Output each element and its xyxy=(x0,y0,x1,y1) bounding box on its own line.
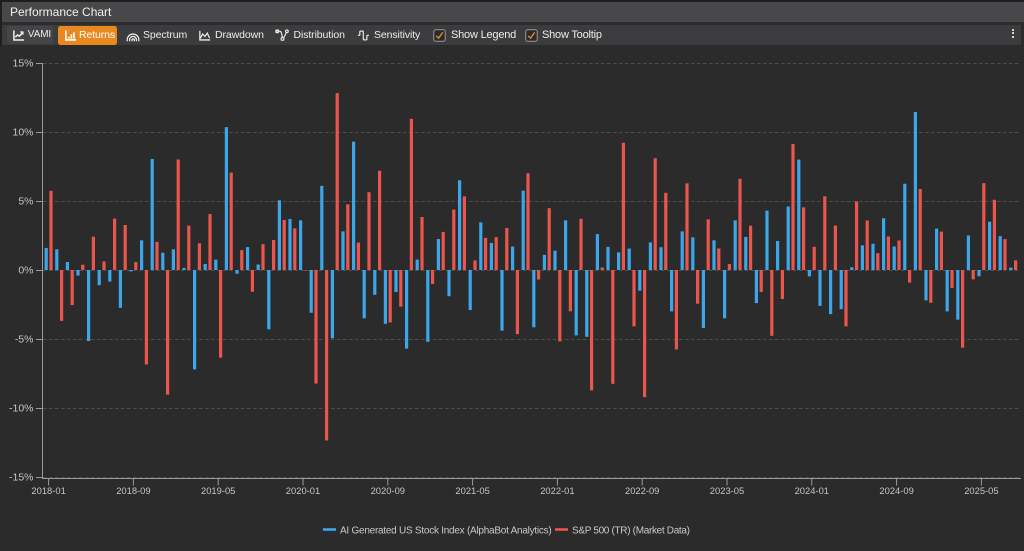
svg-text:2024-09: 2024-09 xyxy=(879,485,913,496)
svg-text:2022-09: 2022-09 xyxy=(625,485,659,496)
svg-text:2020-09: 2020-09 xyxy=(371,485,405,496)
svg-text:2018-09: 2018-09 xyxy=(116,485,150,496)
svg-text:0%: 0% xyxy=(18,265,33,277)
svg-text:-15%: -15% xyxy=(9,472,34,484)
svg-text:10%: 10% xyxy=(12,127,33,139)
svg-text:-5%: -5% xyxy=(15,334,34,346)
svg-text:2018-01: 2018-01 xyxy=(31,485,65,496)
svg-text:2024-01: 2024-01 xyxy=(795,485,829,496)
svg-text:S&P 500 (TR) (Market Data): S&P 500 (TR) (Market Data) xyxy=(572,526,690,537)
svg-text:2023-05: 2023-05 xyxy=(710,485,744,496)
svg-text:AI Generated US Stock Index (A: AI Generated US Stock Index (AlphaBot An… xyxy=(340,526,551,537)
svg-text:5%: 5% xyxy=(18,196,33,208)
svg-text:2022-01: 2022-01 xyxy=(540,485,574,496)
svg-text:-10%: -10% xyxy=(9,403,34,415)
svg-text:2020-01: 2020-01 xyxy=(286,485,320,496)
svg-text:2021-05: 2021-05 xyxy=(455,485,489,496)
svg-text:2025-05: 2025-05 xyxy=(964,485,998,496)
svg-text:2019-05: 2019-05 xyxy=(201,485,235,496)
svg-text:15%: 15% xyxy=(12,58,33,70)
